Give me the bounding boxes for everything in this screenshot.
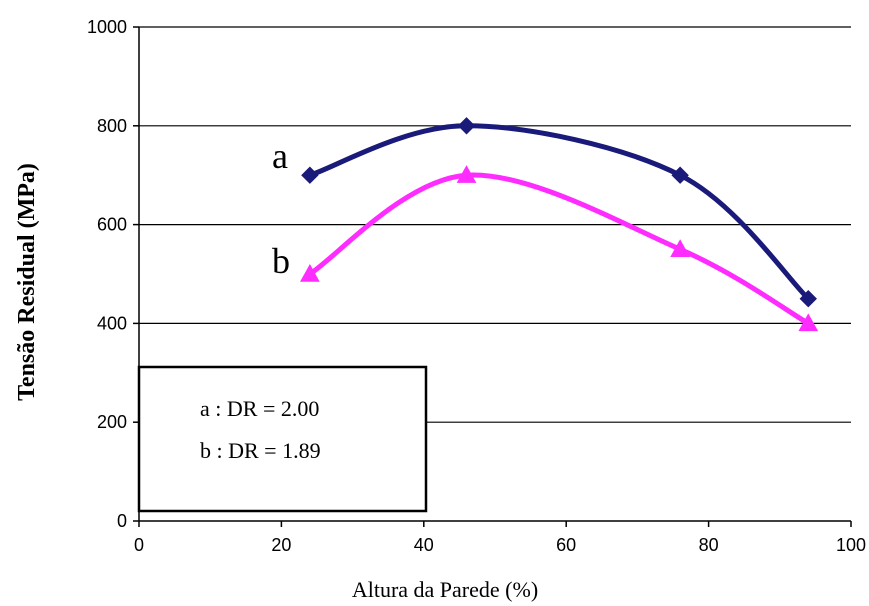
- y-tick-label: 1000: [87, 17, 127, 37]
- legend-entry-b: b : DR = 1.89: [200, 438, 321, 463]
- x-tick-label: 100: [836, 535, 866, 555]
- point-a: [301, 166, 319, 184]
- y-tick-label: 600: [97, 215, 127, 235]
- point-b: [798, 313, 819, 332]
- y-tick-label: 0: [117, 511, 127, 531]
- series-layer: [300, 117, 819, 332]
- y-axis-title: Tensão Residual (MPa): [14, 163, 40, 401]
- x-tick-label: 60: [556, 535, 576, 555]
- series-b: [300, 165, 819, 332]
- series-a: [301, 117, 817, 308]
- series-label-b: b: [272, 241, 290, 281]
- y-tick-label: 400: [97, 313, 127, 333]
- x-tick-label: 0: [134, 535, 144, 555]
- x-tick-label: 40: [414, 535, 434, 555]
- series-label-a: a: [272, 136, 288, 176]
- point-a: [671, 166, 689, 184]
- point-b: [456, 165, 477, 183]
- point-b: [670, 239, 690, 257]
- x-tick-label: 80: [699, 535, 719, 555]
- series-line-a: [307, 123, 811, 302]
- point-b: [300, 263, 320, 282]
- axes: 0 200 400 600 800 1000 0 20 40 60 80 100: [87, 17, 866, 555]
- series-line-b: [307, 172, 811, 326]
- x-axis-title: Altura da Parede (%): [352, 577, 538, 602]
- point-a: [799, 289, 817, 308]
- y-tick-label: 200: [97, 412, 127, 432]
- grid: [139, 26, 851, 423]
- legend: a : DR = 2.00 b : DR = 1.89: [137, 365, 428, 513]
- x-tick-label: 20: [271, 535, 291, 555]
- legend-box: [137, 365, 428, 513]
- legend-entry-a: a : DR = 2.00: [200, 396, 319, 421]
- y-tick-label: 800: [97, 116, 127, 136]
- point-a: [457, 117, 476, 135]
